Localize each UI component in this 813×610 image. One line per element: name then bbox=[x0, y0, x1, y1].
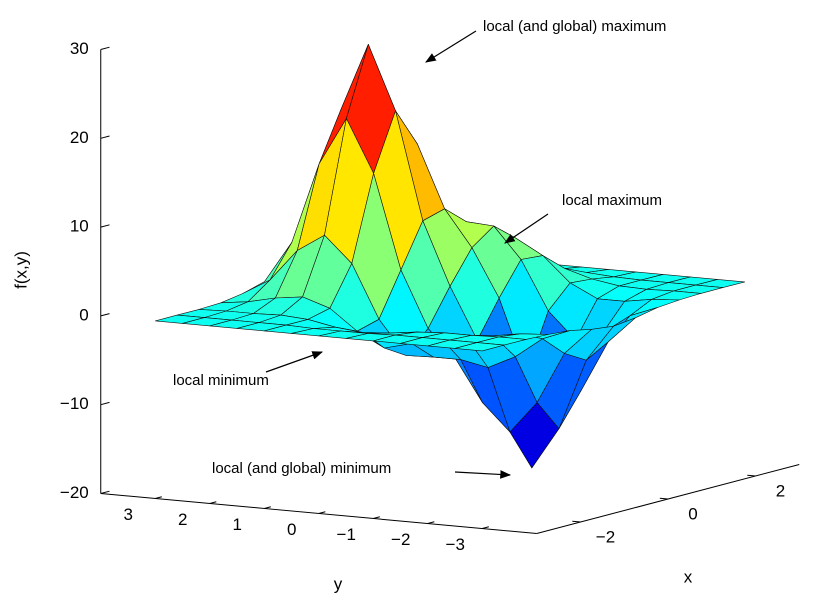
y-tick bbox=[264, 506, 271, 509]
x-tick-label: 2 bbox=[776, 481, 785, 500]
y-tick bbox=[373, 516, 380, 519]
z-tick bbox=[100, 313, 110, 317]
y-tick-label: −3 bbox=[446, 535, 465, 554]
z-tick-label: −10 bbox=[60, 394, 89, 413]
annotation-arrow bbox=[504, 213, 549, 244]
annotation: local (and global) minimum bbox=[212, 460, 391, 477]
surface bbox=[155, 44, 746, 469]
y-tick-label: 2 bbox=[178, 510, 187, 529]
annotation-arrow bbox=[265, 351, 324, 373]
z-axis-label: f(x,y) bbox=[11, 251, 30, 289]
z-tick-label: 30 bbox=[70, 39, 89, 58]
y-tick-label: −2 bbox=[391, 530, 410, 549]
x-tick-label: −2 bbox=[596, 527, 615, 546]
z-tick-label: 0 bbox=[79, 305, 88, 324]
x-axis-label: x bbox=[684, 567, 693, 586]
y-tick-label: 3 bbox=[124, 505, 133, 524]
annotation: local maximum bbox=[562, 192, 662, 209]
z-tick-label: 10 bbox=[70, 217, 89, 236]
y-tick-label: −1 bbox=[337, 525, 356, 544]
y-tick bbox=[155, 496, 162, 499]
y-axis-label: y bbox=[334, 574, 343, 593]
y-tick bbox=[482, 526, 489, 529]
z-tick bbox=[100, 46, 110, 50]
x-tick-label: 0 bbox=[688, 504, 697, 523]
z-tick bbox=[100, 401, 110, 406]
annotation: local minimum bbox=[173, 372, 269, 389]
x-tick bbox=[747, 474, 756, 477]
z-tick-label: 20 bbox=[70, 128, 89, 147]
annotation: local (and global) maximum bbox=[483, 18, 666, 35]
z-tick bbox=[100, 135, 110, 139]
annotation-arrow bbox=[425, 30, 477, 63]
y-tick bbox=[209, 501, 217, 504]
surface-patch bbox=[454, 342, 505, 352]
y-tick-label: 1 bbox=[233, 515, 242, 534]
z-tick bbox=[100, 490, 110, 494]
y-tick bbox=[318, 511, 326, 514]
z-tick-label: −20 bbox=[60, 483, 89, 502]
x-tick bbox=[659, 497, 669, 500]
y-tick-label: 0 bbox=[287, 520, 296, 539]
z-tick bbox=[100, 224, 110, 228]
annotation-arrow bbox=[454, 470, 512, 479]
y-tick bbox=[427, 521, 435, 524]
x-tick bbox=[572, 520, 581, 523]
